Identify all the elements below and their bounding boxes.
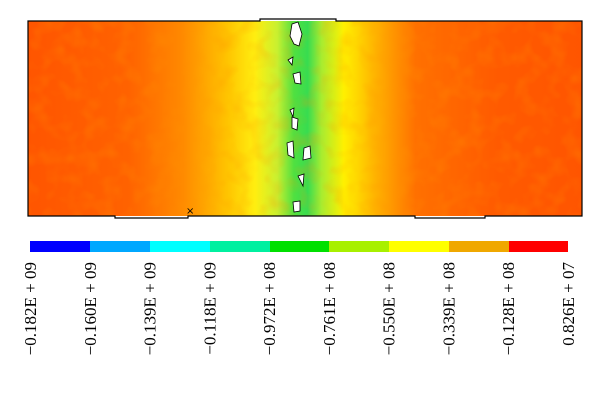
color-band (30, 241, 90, 252)
colorbar-label: −0.761E + 08 (320, 262, 339, 355)
outline (27, 18, 583, 219)
colorbar-label: −0.550E + 08 (380, 262, 399, 355)
colorbar-label: −0.160E + 09 (81, 262, 100, 355)
color-band (270, 241, 329, 252)
colorbar (30, 241, 568, 252)
color-band (90, 241, 150, 252)
contour-plot: × (27, 18, 583, 219)
colorbar-label: −0.339E + 08 (439, 262, 458, 355)
colorbar-label: −0.182E + 09 (21, 262, 40, 355)
colorbar-label: −0.118E + 09 (200, 262, 219, 355)
colorbar-labels: −0.182E + 09 −0.160E + 09 −0.139E + 09 −0.1… (21, 262, 578, 356)
color-band (150, 241, 210, 252)
colorbar-label: −0.139E + 09 (141, 262, 160, 355)
color-band (329, 241, 389, 252)
colorbar-label: 0.826E + 07 (559, 262, 578, 346)
holes (286, 21, 312, 213)
colorbar-label: −0.128E + 08 (499, 262, 518, 355)
color-band (509, 241, 568, 252)
field-texture (28, 21, 582, 216)
colorbar-label: −0.972E + 08 (260, 262, 279, 355)
color-band (449, 241, 509, 252)
color-band (389, 241, 449, 252)
color-band (210, 241, 270, 252)
marker: × (186, 206, 194, 217)
